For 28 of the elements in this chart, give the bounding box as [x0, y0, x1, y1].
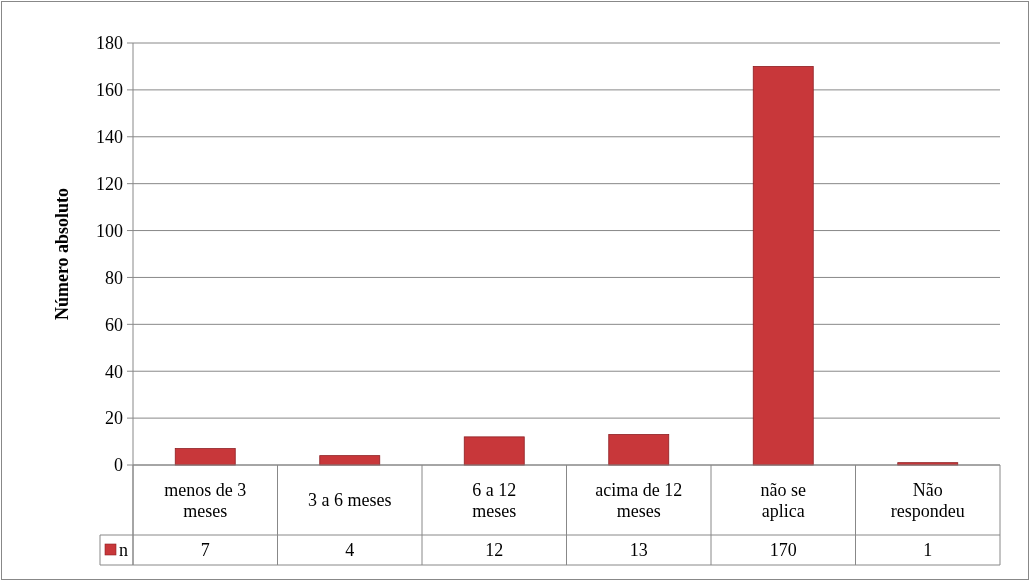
y-tick-label: 20	[105, 408, 123, 429]
data-label: 7	[200, 540, 210, 561]
bar	[752, 66, 814, 466]
bar	[608, 434, 670, 466]
y-tick-label: 140	[96, 127, 123, 148]
y-tick-label: 100	[96, 220, 123, 241]
y-tick-label: 180	[96, 33, 123, 54]
data-label: 12	[485, 540, 504, 561]
x-tick-label: acima de 12 meses	[595, 479, 683, 521]
data-label: 170	[769, 540, 797, 561]
x-tick-label: 6 a 12 meses	[472, 479, 517, 521]
data-label: 1	[923, 540, 933, 561]
x-tick-label: menos de 3 meses	[164, 479, 247, 521]
y-tick-label: 160	[96, 80, 123, 101]
y-axis-title: Número absoluto	[52, 187, 72, 321]
bar	[463, 436, 525, 466]
y-tick-label: 0	[114, 455, 123, 476]
y-tick-label: 40	[105, 361, 123, 382]
x-tick-label: não se aplica	[760, 479, 806, 521]
x-tick-label: 3 a 6 meses	[308, 490, 392, 511]
data-label: 4	[345, 540, 355, 561]
legend-label: n	[119, 540, 128, 561]
y-tick-label: 120	[96, 173, 123, 194]
data-label: 13	[629, 540, 648, 561]
bar	[174, 448, 236, 466]
y-tick-label: 60	[105, 314, 123, 335]
x-tick-label: Não respondeu	[890, 479, 965, 521]
y-tick-label: 80	[105, 267, 123, 288]
